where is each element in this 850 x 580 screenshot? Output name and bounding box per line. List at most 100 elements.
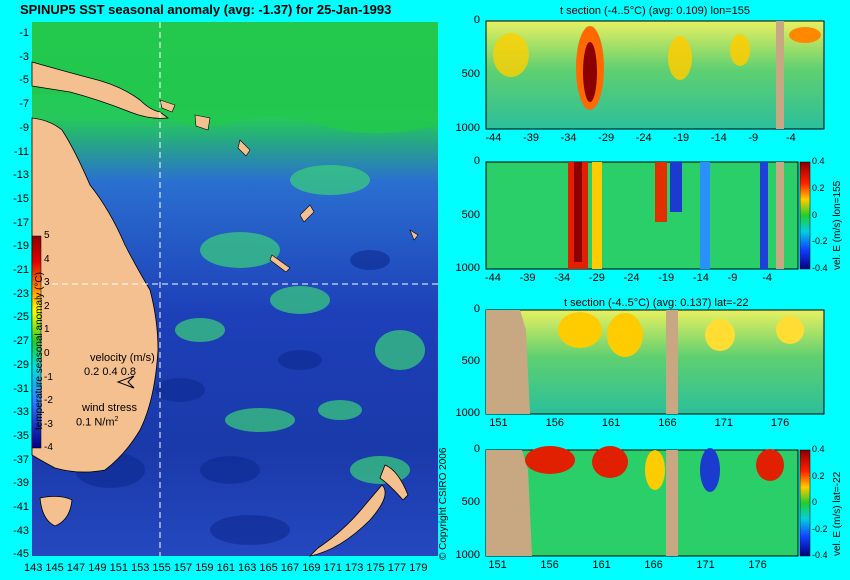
panel-3-xtick-171: 171: [714, 417, 733, 429]
panel-4-ytick-0: 0: [473, 443, 480, 455]
panel-4-cbar-tick-0.4: 0.4: [812, 444, 825, 454]
lat-tick--23: -23: [13, 287, 29, 300]
panel-2-xtick--24: -24: [623, 272, 640, 284]
lat-tick--15: -15: [13, 192, 29, 205]
colorbar-tick-2: 2: [44, 300, 50, 312]
panel-4-xtick-151: 151: [488, 559, 507, 571]
panel-4-cbar-tick-0.2: 0.2: [812, 470, 825, 481]
lon-tick-179: 179: [409, 562, 428, 574]
lon-tick-157: 157: [173, 562, 193, 574]
lat-tick--17: -17: [13, 216, 29, 229]
panel-2-xtick--4: -4: [762, 272, 773, 284]
velocity-legend-label: velocity (m/s): [90, 352, 155, 364]
lon-tick-151: 151: [109, 562, 128, 574]
panel-3-title: t section (-4..5°C) (avg: 0.137) lat=-22: [564, 297, 749, 309]
panel-2-cbar-tick-0.4: 0.4: [812, 156, 825, 166]
panel-1-xtick--14: -14: [710, 132, 727, 144]
panel-2-xtick--44: -44: [484, 272, 501, 284]
lat-tick--7: -7: [19, 98, 29, 111]
panel-2-ytick-500: 500: [461, 208, 480, 221]
panel-4-cbar-label: vel. E (m/s) lat=-22: [832, 471, 843, 556]
panel-2-ytick-0: 0: [473, 155, 480, 167]
lat-tick--39: -39: [13, 477, 29, 490]
panel-1-xtick--29: -29: [598, 132, 615, 144]
colorbar-tick-3: 3: [44, 277, 50, 289]
panel-3-xtick-151: 151: [489, 417, 508, 429]
panel-2-cbar-tick--0.4: -0.4: [812, 263, 828, 273]
colorbar-tick--3: -3: [44, 418, 53, 430]
lon-tick-161: 161: [216, 562, 235, 574]
panel-4-xtick-161: 161: [592, 559, 611, 571]
wind-legend-label: wind stress: [82, 402, 138, 414]
lon-tick-153: 153: [131, 562, 150, 574]
lon-tick-175: 175: [366, 562, 385, 574]
lon-tick-155: 155: [152, 562, 171, 574]
panel-3-ytick-500: 500: [461, 355, 480, 367]
lat-tick--5: -5: [19, 74, 29, 87]
lat-tick--35: -35: [13, 429, 29, 442]
lat-tick--1: -1: [19, 27, 29, 39]
panel-3-xtick-176: 176: [770, 417, 790, 429]
colorbar-tick-0: 0: [44, 348, 50, 359]
velocity-arrow-icon: [116, 375, 135, 389]
panel-2-ytick-1000: 1000: [455, 262, 480, 274]
lat-tick--3: -3: [19, 50, 29, 63]
lon-tick-169: 169: [302, 562, 321, 574]
panel-1-frame: [485, 20, 825, 130]
velocity-legend-values: 0.2 0.4 0.8: [84, 366, 136, 378]
panel-2-frame: [485, 161, 811, 270]
panel-3-xtick-156: 156: [545, 417, 564, 429]
panel-4-xtick-156: 156: [540, 559, 559, 571]
panel-3-xtick-166: 166: [658, 417, 677, 429]
panel-2-xtick--34: -34: [554, 272, 571, 284]
lat-tick--13: -13: [13, 169, 29, 182]
panel-2-xtick--14: -14: [692, 272, 709, 284]
lat-tick--25: -25: [13, 311, 29, 324]
panel-1-xtick--9: -9: [748, 132, 759, 144]
lon-tick-167: 167: [280, 562, 300, 574]
panel-4-xtick-171: 171: [696, 559, 715, 571]
panel-2-xtick--29: -29: [588, 272, 605, 284]
map-colorbar-label: temperature seasonal anomaly (°C): [34, 272, 45, 430]
panel-4-ytick-1000: 1000: [455, 549, 480, 561]
panel-3-ytick-0: 0: [473, 303, 480, 315]
panel-1-ytick-1000: 1000: [455, 122, 480, 134]
panel-1-xtick--19: -19: [673, 132, 690, 144]
lon-tick-173: 173: [345, 562, 364, 574]
panel-4-cbar-tick-0: 0: [812, 497, 818, 507]
panel-2-cbar-tick-0: 0: [812, 209, 818, 220]
colorbar-tick-4: 4: [44, 253, 50, 265]
panel-2-xtick--39: -39: [519, 272, 536, 284]
panel-1-xtick--39: -39: [523, 132, 539, 144]
panel-4-cbar-tick--0.2: -0.2: [812, 523, 828, 534]
panel-2-cbar-tick--0.2: -0.2: [812, 236, 828, 247]
lon-tick-171: 171: [323, 562, 342, 574]
colorbar-tick-5: 5: [44, 230, 50, 241]
colorbar-tick--4: -4: [44, 442, 53, 454]
lon-tick-147: 147: [66, 562, 86, 574]
lat-tick--37: -37: [13, 453, 29, 466]
lat-tick--43: -43: [13, 524, 29, 537]
lat-tick--33: -33: [13, 406, 29, 419]
australia: [31, 117, 159, 473]
panel-4-frame: [485, 446, 811, 557]
lat-tick--21: -21: [13, 264, 29, 276]
panel-2-cbar-tick-0.2: 0.2: [812, 182, 825, 193]
lat-tick--19: -19: [13, 240, 29, 253]
lon-tick-165: 165: [259, 562, 278, 574]
lon-tick-145: 145: [45, 562, 64, 574]
lat-tick--45: -45: [13, 548, 29, 561]
map-colorbar: [31, 235, 42, 449]
panel-1-xtick--44: -44: [485, 132, 502, 144]
colorbar-tick--2: -2: [44, 395, 53, 407]
panel-4-xtick-176: 176: [748, 559, 767, 571]
panel-1-ytick-500: 500: [461, 68, 480, 80]
lat-tick--27: -27: [13, 335, 29, 348]
panel-1-xtick--24: -24: [635, 132, 652, 144]
map-title: SPINUP5 SST seasonal anomaly (avg: -1.37…: [20, 2, 392, 17]
panel-1-xtick--34: -34: [560, 132, 577, 144]
panel-2-xtick--19: -19: [658, 272, 675, 284]
panel-1-xtick--4: -4: [785, 132, 796, 144]
lon-tick-177: 177: [387, 562, 407, 574]
